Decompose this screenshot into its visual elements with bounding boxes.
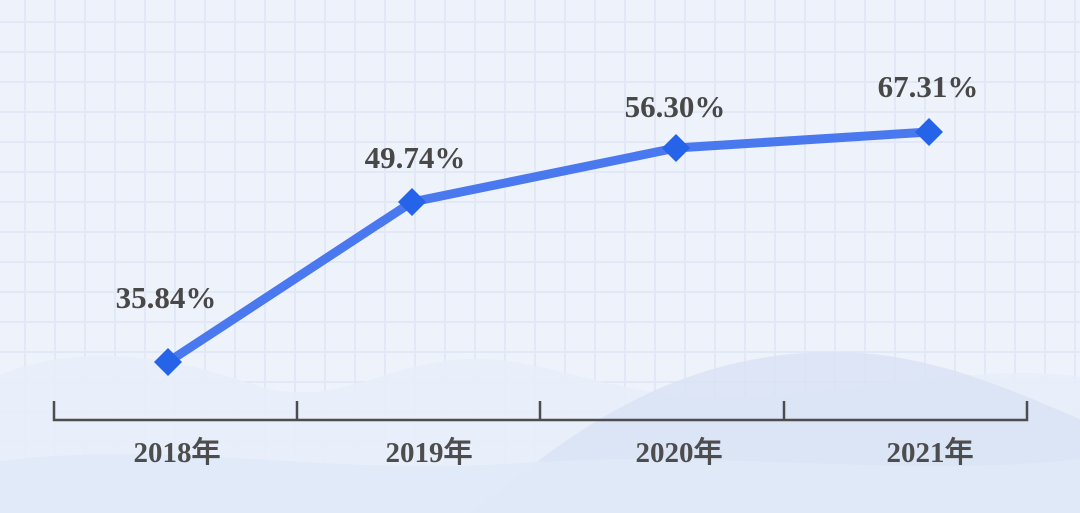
background-waves bbox=[0, 352, 1080, 513]
data-point-diamond-2021 bbox=[915, 118, 943, 146]
value-label-2019: 49.74% bbox=[364, 140, 466, 175]
data-point-diamond-2019 bbox=[398, 188, 426, 216]
x-axis bbox=[52, 401, 1029, 422]
x-axis-label-2018: 2018年 bbox=[133, 437, 221, 469]
x-axis-label-2021: 2021年 bbox=[886, 437, 974, 469]
trend-line bbox=[163, 127, 934, 367]
data-point-diamond-2018 bbox=[154, 348, 182, 376]
value-label-2021: 67.31% bbox=[877, 69, 979, 104]
value-label-2018: 35.84% bbox=[115, 280, 217, 315]
data-point-diamond-2020 bbox=[662, 134, 690, 162]
value-label-2020: 56.30% bbox=[624, 89, 726, 124]
x-axis-label-2020: 2020年 bbox=[635, 437, 723, 469]
wave-shape-bottom bbox=[0, 453, 1080, 513]
x-axis-label-2019: 2019年 bbox=[385, 437, 473, 469]
